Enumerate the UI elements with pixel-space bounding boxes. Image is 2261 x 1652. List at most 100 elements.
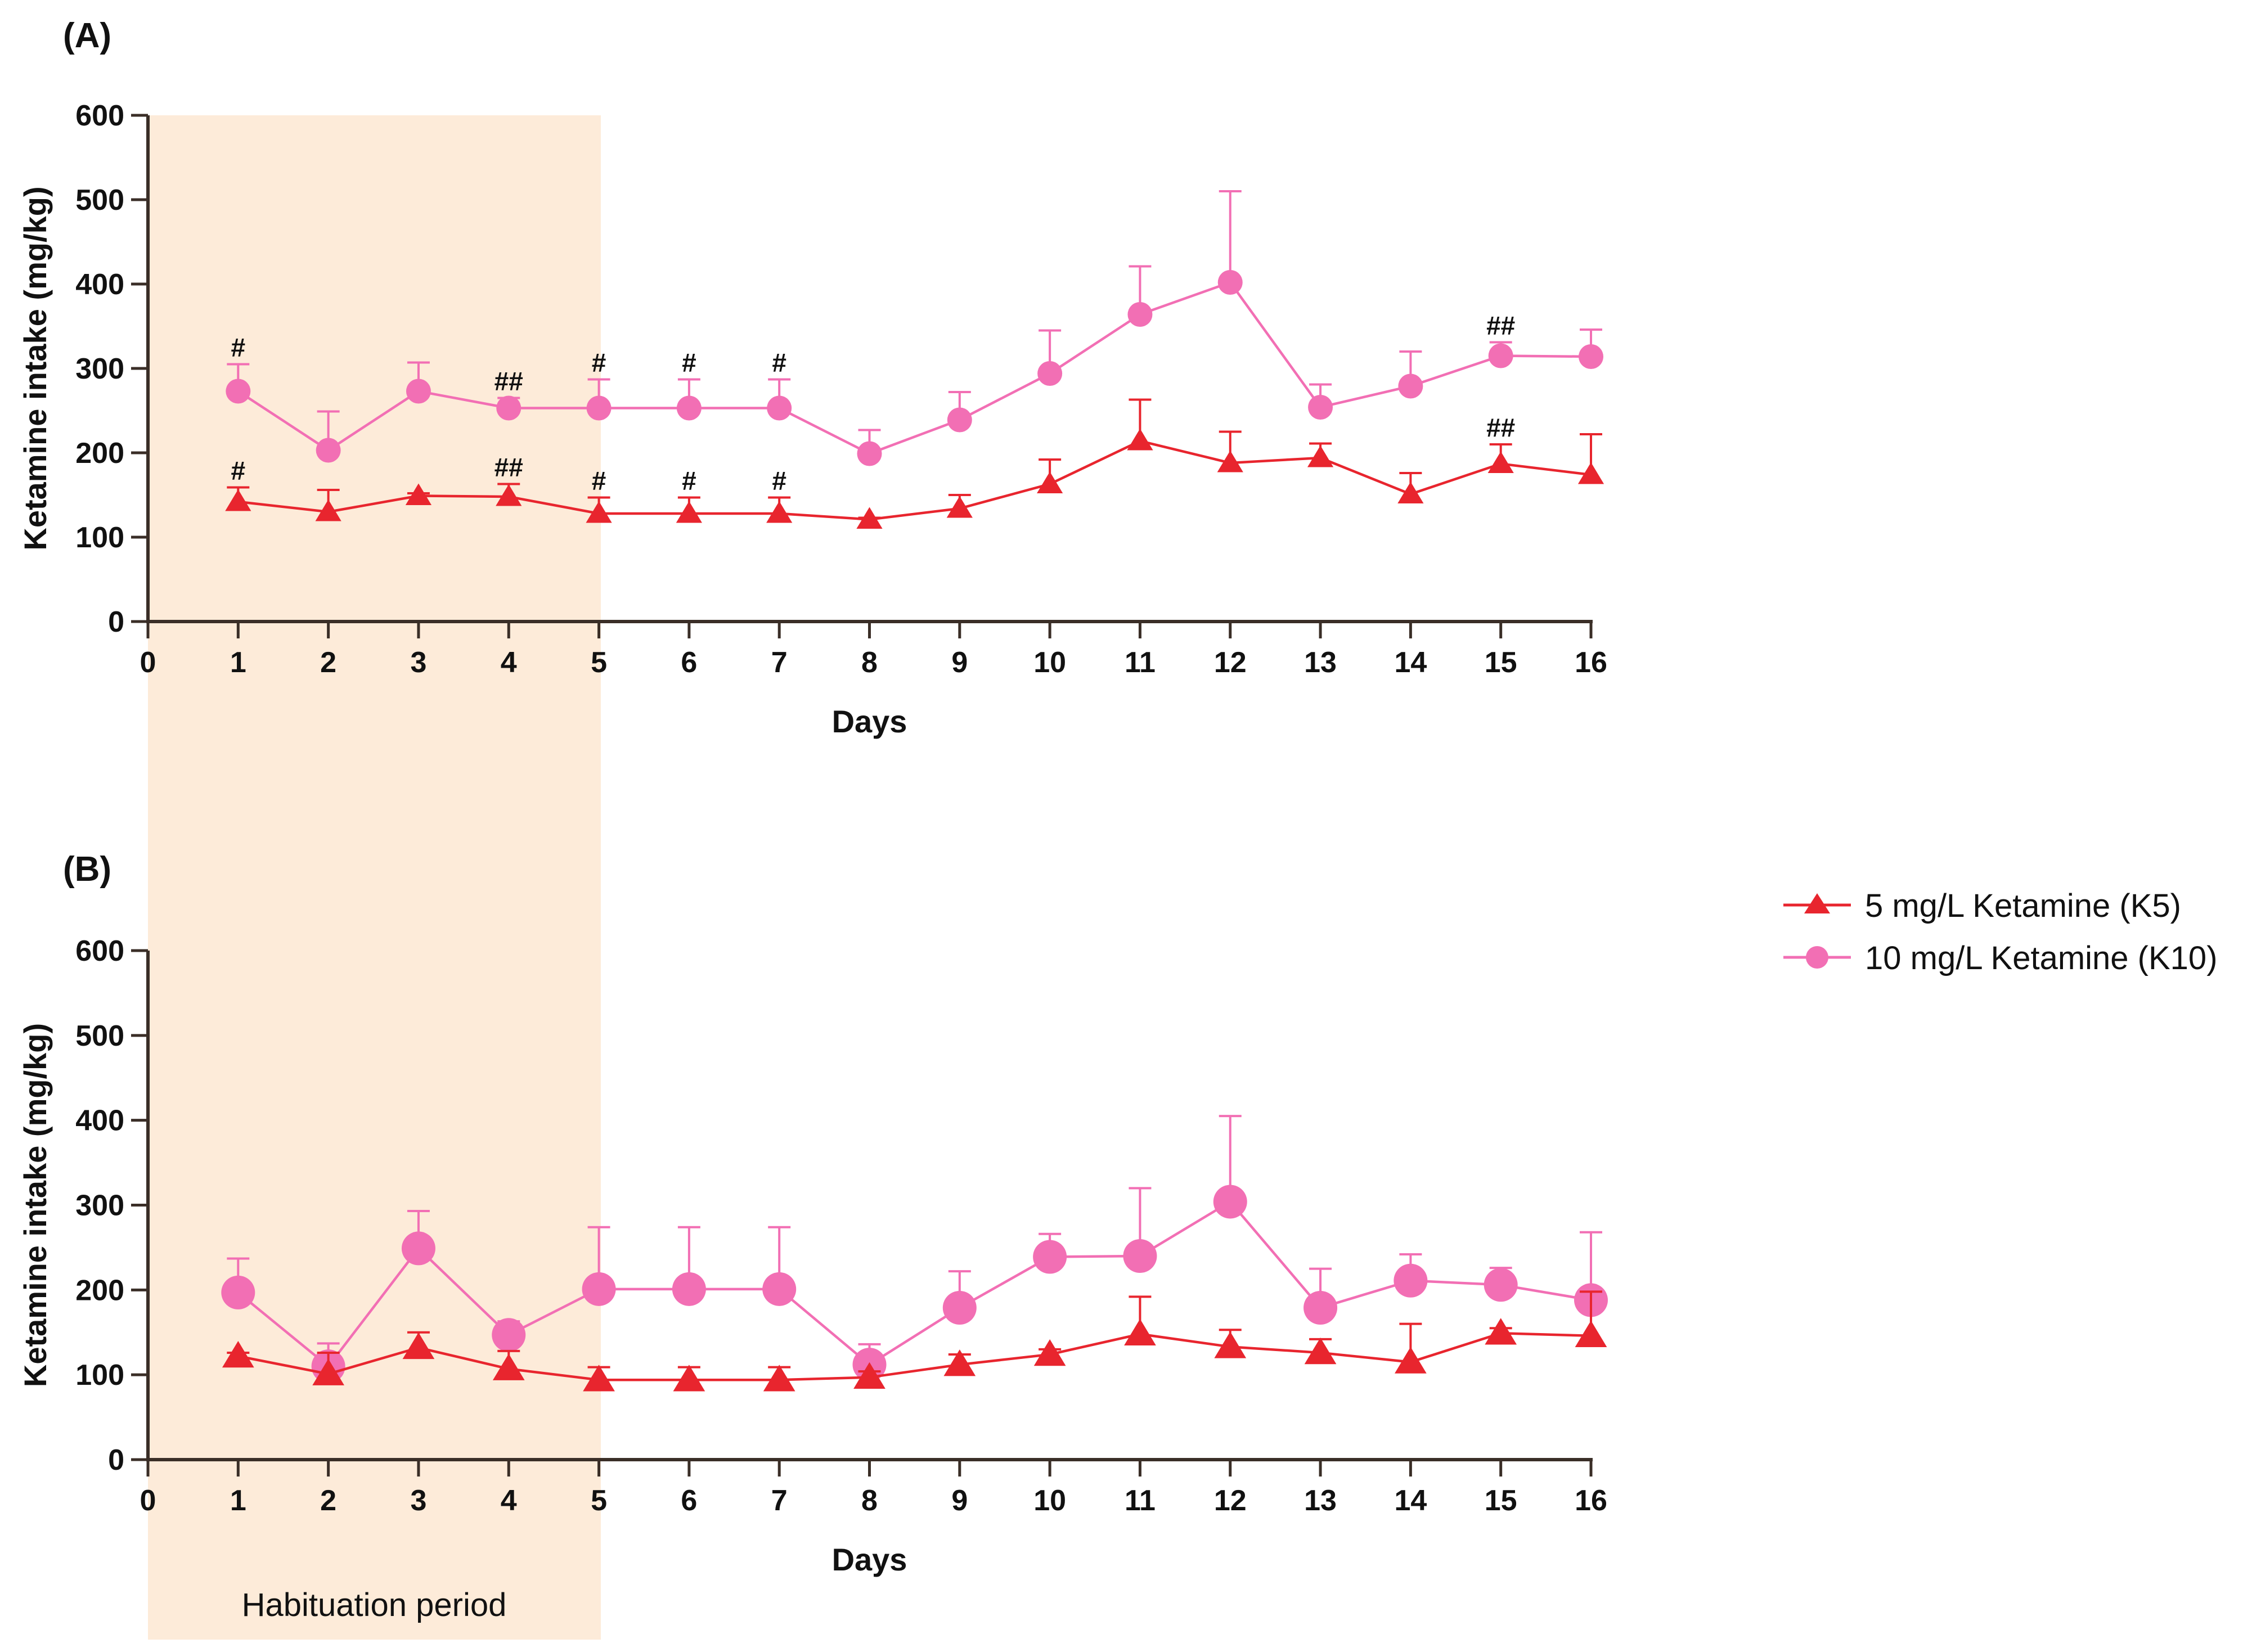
habituation-period-shading: [148, 115, 601, 1640]
y-tick-label: 500: [75, 1020, 124, 1052]
x-tick-label: 8: [861, 1484, 878, 1517]
series-line: [237, 1200, 1592, 1369]
significance-marker: ##: [495, 367, 523, 396]
data-point-triangle: [763, 1365, 795, 1392]
data-point-triangle: [1124, 1318, 1156, 1346]
data-point-circle: [1308, 395, 1333, 420]
data-point-circle: [676, 395, 702, 421]
series-k10: #### # ###: [226, 190, 1603, 466]
y-axis-title: Ketamine intake (mg/kg): [17, 1023, 53, 1387]
x-tick-label: 13: [1304, 1484, 1337, 1517]
data-point-triangle: [1307, 445, 1334, 467]
x-tick-label: 12: [1214, 1484, 1247, 1517]
x-tick-label: 14: [1394, 646, 1427, 679]
series-k5: # ## # # ###: [225, 398, 1604, 529]
data-point-circle: [1488, 343, 1513, 368]
y-tick-label: 600: [75, 935, 124, 967]
data-point-triangle: [1033, 1339, 1066, 1366]
data-point-triangle: [853, 1362, 885, 1389]
y-tick-label: 600: [75, 100, 124, 132]
y-tick-label: 200: [75, 437, 124, 470]
data-point-circle: [1037, 361, 1063, 386]
x-tick-label: 6: [681, 646, 697, 679]
x-tick-label: 16: [1575, 646, 1607, 679]
data-point-triangle: [1217, 451, 1243, 472]
habituation-period-label: Habituation period: [242, 1587, 507, 1623]
y-tick-label: 200: [75, 1274, 124, 1307]
data-point-circle: [582, 1272, 616, 1306]
significance-marker: #: [772, 348, 786, 377]
significance-marker: #: [772, 466, 786, 496]
data-point-circle: [1394, 1263, 1428, 1298]
x-tick-label: 0: [140, 1484, 156, 1517]
data-point-triangle: [1487, 451, 1514, 473]
significance-marker: ##: [1486, 413, 1515, 442]
x-tick-label: 16: [1575, 1484, 1607, 1517]
data-point-triangle: [1395, 1347, 1427, 1374]
data-point-triangle: [1214, 1331, 1247, 1358]
y-tick-label: 300: [75, 1190, 124, 1222]
legend-label-k5: 5 mg/L Ketamine (K5): [1865, 888, 2181, 924]
series-k5: [222, 1290, 1607, 1392]
data-point-triangle: [676, 501, 702, 523]
data-point-circle: [401, 1231, 435, 1266]
data-point-circle: [1213, 1185, 1247, 1219]
data-point-circle: [942, 1291, 977, 1325]
data-point-circle: [221, 1275, 255, 1309]
legend-triangle-marker: [1804, 893, 1830, 913]
x-tick-label: 6: [681, 1484, 697, 1517]
significance-marker: #: [592, 466, 606, 496]
x-tick-label: 10: [1033, 646, 1066, 679]
data-point-circle: [857, 441, 882, 466]
x-tick-label: 2: [320, 1484, 336, 1517]
x-axis-title: Days: [832, 1542, 907, 1577]
x-tick-label: 5: [591, 646, 607, 679]
y-tick-label: 400: [75, 1105, 124, 1137]
data-point-triangle: [312, 1358, 344, 1385]
x-tick-label: 7: [771, 1484, 788, 1517]
data-point-circle: [1033, 1240, 1067, 1274]
x-tick-label: 0: [140, 646, 156, 679]
x-tick-label: 15: [1485, 1484, 1517, 1517]
data-point-circle: [1123, 1239, 1157, 1273]
data-point-triangle: [1304, 1337, 1337, 1365]
x-tick-label: 3: [410, 646, 426, 679]
y-tick-label: 500: [75, 184, 124, 217]
legend: 5 mg/L Ketamine (K5) 10 mg/L Ketamine (K…: [1783, 888, 2218, 976]
data-point-triangle: [1577, 462, 1604, 484]
x-tick-label: 9: [951, 646, 968, 679]
x-tick-label: 10: [1033, 1484, 1066, 1517]
data-point-circle: [672, 1272, 706, 1306]
data-point-circle: [316, 438, 341, 463]
data-point-circle: [1127, 302, 1153, 327]
y-tick-label: 0: [108, 606, 124, 638]
data-point-circle: [1303, 1291, 1338, 1325]
data-point-triangle: [496, 484, 522, 506]
x-tick-label: 1: [230, 646, 246, 679]
x-tick-label: 8: [861, 646, 878, 679]
x-axis-title: Days: [832, 704, 907, 739]
significance-marker: ##: [495, 453, 523, 482]
data-point-triangle: [1037, 471, 1063, 493]
series-line: [238, 439, 1592, 521]
significance-marker: #: [682, 466, 696, 496]
data-point-circle: [492, 1318, 526, 1352]
legend-item-k5: 5 mg/L Ketamine (K5): [1783, 888, 2181, 924]
y-tick-label: 400: [75, 268, 124, 301]
data-point-circle: [226, 379, 251, 404]
x-tick-label: 11: [1125, 1484, 1156, 1517]
data-point-circle: [1217, 270, 1243, 295]
legend-circle-marker: [1806, 946, 1828, 969]
data-point-circle: [1579, 344, 1603, 369]
y-tick-label: 100: [75, 521, 124, 554]
data-point-circle: [1484, 1268, 1518, 1302]
data-point-triangle: [315, 499, 341, 521]
significance-marker: ##: [1486, 311, 1515, 340]
x-tick-label: 5: [591, 1484, 607, 1517]
series-line: [237, 1331, 1592, 1381]
data-point-triangle: [492, 1353, 525, 1380]
y-tick-label: 0: [108, 1444, 124, 1477]
panel-a-label: (A): [63, 16, 111, 55]
data-point-triangle: [1397, 481, 1424, 503]
